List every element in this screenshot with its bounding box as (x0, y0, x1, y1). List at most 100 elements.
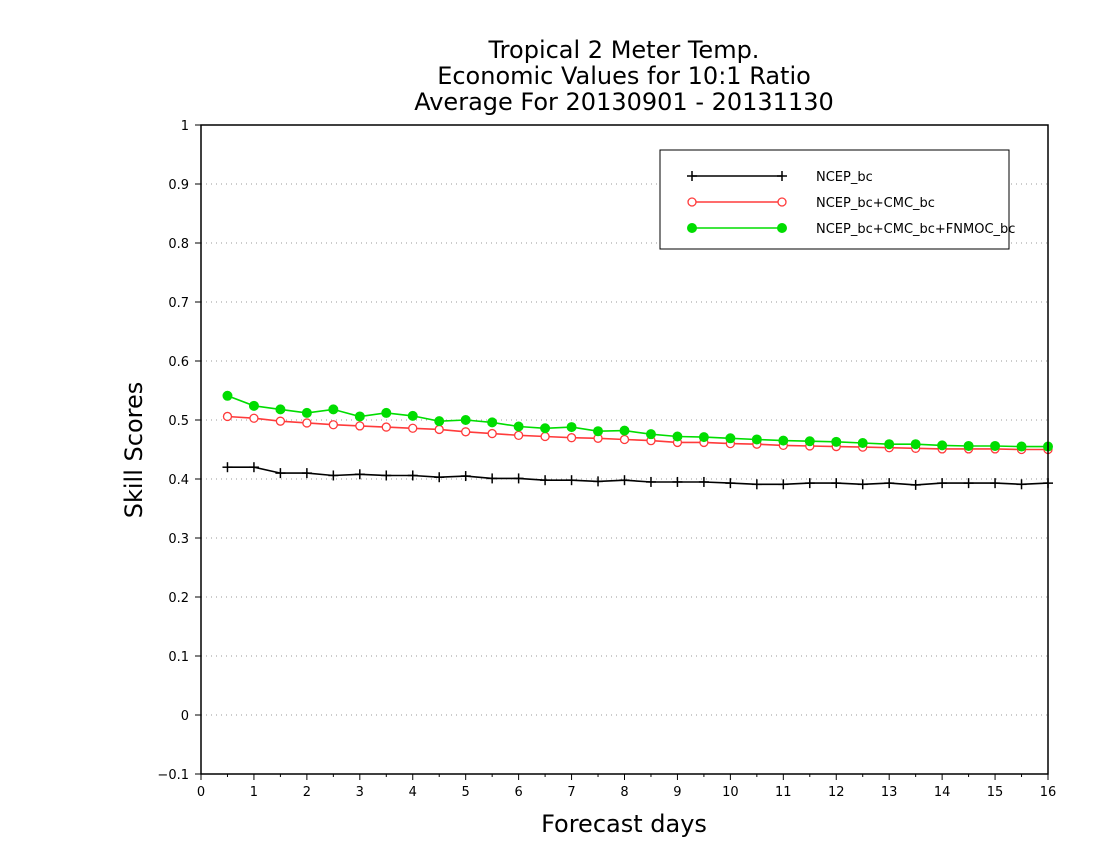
series-point (487, 473, 498, 484)
series-point (248, 400, 259, 411)
series-point (407, 470, 418, 481)
series-point (434, 416, 445, 427)
series-point (884, 478, 895, 489)
chart-title: Tropical 2 Meter Temp. Economic Values f… (414, 36, 834, 116)
x-tick-label: 3 (356, 785, 364, 800)
series-point (460, 471, 471, 482)
legend: NCEP_bc NCEP_bc+CMC_bc NCEP_bc+CMC_bc+FNMO… (659, 149, 1015, 250)
series-point (619, 425, 630, 436)
series-point (513, 430, 524, 440)
series-point (302, 418, 312, 428)
y-tick-label: 0.6 (168, 355, 189, 370)
series-point (937, 478, 948, 489)
title-line-1: Tropical 2 Meter Temp. (488, 36, 760, 64)
series-point (645, 476, 656, 487)
x-tick-label: 12 (828, 785, 845, 800)
x-tick-label: 7 (567, 785, 575, 800)
series-point (222, 390, 233, 401)
x-tick-label: 0 (197, 785, 205, 800)
x-tick-label: 8 (620, 785, 628, 800)
series-point (434, 424, 444, 435)
series-point (566, 422, 577, 433)
series-point (513, 421, 524, 432)
series-point (248, 462, 259, 473)
series-point (566, 475, 577, 486)
series-point (328, 420, 338, 430)
series-point (381, 470, 392, 481)
series-point (751, 434, 762, 445)
series-point (408, 423, 418, 433)
series-point (698, 432, 709, 443)
series-point (725, 433, 736, 444)
series-line (227, 466, 1049, 486)
x-tick-label: 16 (1040, 785, 1057, 800)
x-tick-label: 13 (881, 785, 898, 800)
series-point (328, 470, 339, 481)
legend-marker (777, 223, 787, 233)
series-point (222, 411, 233, 422)
series-layer (222, 390, 1053, 490)
series-point (461, 427, 471, 437)
legend-marker (687, 223, 697, 233)
title-line-2: Economic Values for 10:1 Ratio (437, 62, 811, 90)
series-point (778, 479, 789, 490)
x-tick-label: 9 (673, 785, 681, 800)
series-point (487, 428, 497, 439)
series-point (513, 473, 524, 484)
series-point (804, 478, 815, 489)
grid (201, 183, 1048, 716)
series-point (990, 478, 1001, 489)
series-point (778, 435, 789, 446)
series-point (354, 469, 365, 480)
series-point (963, 440, 974, 451)
legend-marker (687, 197, 697, 207)
series-point (619, 475, 630, 486)
x-tick-label: 14 (934, 785, 951, 800)
x-tick-label: 2 (303, 785, 311, 800)
series-point (354, 411, 365, 422)
y-tick-label: −0.1 (157, 768, 189, 783)
series-point (857, 438, 868, 449)
series-point (725, 478, 736, 489)
series-point (831, 436, 842, 447)
series-point (407, 410, 418, 421)
series-point (222, 462, 233, 473)
series-point (804, 436, 815, 447)
series-point (593, 476, 604, 487)
y-tick-label: 0.3 (168, 532, 189, 547)
legend-label: NCEP_bc+CMC_bc+FNMOC_bc (816, 222, 1015, 237)
y-axis-title: Skill Scores (120, 382, 148, 519)
series-point (381, 422, 391, 432)
x-tick-label: 10 (722, 785, 739, 800)
series-point (698, 476, 709, 487)
series-point (540, 423, 551, 434)
legend-box (659, 149, 1010, 250)
series-point (275, 416, 286, 426)
series-point (937, 440, 948, 451)
series-point (751, 479, 762, 490)
series-point (434, 472, 445, 483)
series-point (831, 478, 842, 489)
series-point (672, 476, 683, 487)
series-point (275, 468, 286, 479)
x-tick-label: 11 (775, 785, 792, 800)
y-tick-label: 0.7 (168, 296, 189, 311)
x-tick-label: 4 (409, 785, 417, 800)
series-point (1016, 479, 1027, 490)
series-point (1016, 441, 1027, 452)
series-point (301, 468, 312, 479)
series-point (645, 429, 656, 440)
y-tick-label: 0.2 (168, 591, 189, 606)
series-point (910, 439, 921, 450)
x-axis-ticks: 0 1 2 3 4 5 6 7 8 9 10 11 12 13 14 15 16 (197, 774, 1056, 800)
y-tick-label: 0.1 (168, 650, 189, 665)
legend-marker (777, 197, 787, 207)
series-point (487, 417, 498, 428)
series-2 (222, 390, 1053, 452)
series-point (249, 413, 259, 423)
series-0 (222, 462, 1053, 490)
series-point (566, 433, 577, 443)
y-tick-label: 1 (181, 119, 189, 134)
